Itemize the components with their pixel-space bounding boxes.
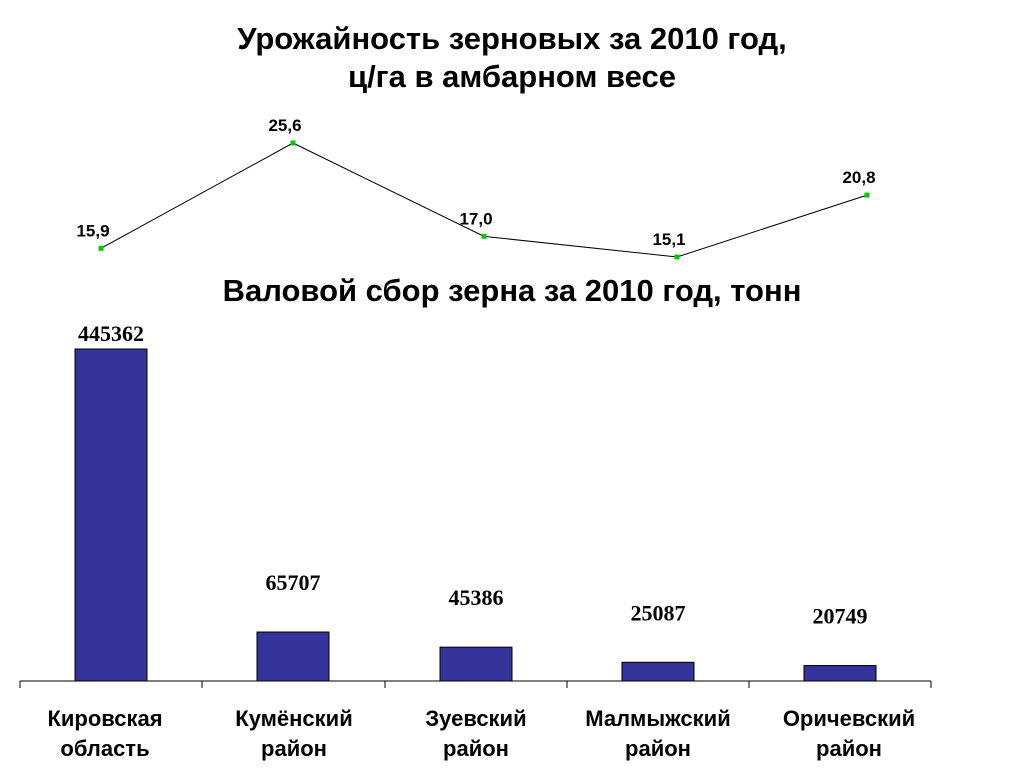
category-label-kirov: Кировская область [14, 704, 196, 764]
yield-data-label: 15,1 [652, 230, 685, 249]
yield-data-label: 15,9 [76, 221, 109, 240]
category-label-line: Зуевский [425, 706, 527, 731]
yield-line-chart: 15,9 25,6 17,0 15,1 20,8 [76, 116, 876, 260]
category-label-line: Кумёнский [235, 706, 353, 731]
harvest-data-label: 445362 [78, 321, 144, 346]
yield-data-label: 20,8 [842, 168, 875, 187]
harvest-data-label: 25087 [631, 600, 686, 625]
yield-point [864, 192, 870, 198]
harvest-data-label: 45386 [449, 585, 504, 610]
harvest-bar [256, 631, 330, 682]
category-label-orichi: Оричевский район [758, 704, 940, 764]
yield-data-label: 25,6 [268, 116, 301, 135]
yield-data-label: 17,0 [459, 209, 492, 228]
bar-chart-title: Валовой сбор зерна за 2010 год, тонн [222, 273, 802, 308]
category-label-line: Оричевский [782, 706, 916, 731]
yield-series-line [100, 142, 868, 258]
category-label-line: Кировская [47, 706, 163, 731]
harvest-bar-chart: 445362 65707 45386 25087 20749 [19, 321, 932, 688]
harvest-bar [803, 665, 877, 682]
harvest-bar [621, 661, 695, 682]
harvest-bar [439, 646, 513, 682]
yield-point [290, 140, 296, 146]
harvest-data-label: 65707 [266, 570, 321, 595]
category-label-line: район [443, 736, 509, 761]
harvest-data-label: 20749 [813, 604, 868, 629]
category-label-line: район [261, 736, 327, 761]
yield-point [674, 254, 680, 260]
harvest-bar [74, 348, 148, 682]
category-label-kumeny: Кумёнский район [203, 704, 385, 764]
line-chart-title-line1: Урожайность зерновых за 2010 год, [237, 21, 787, 56]
category-label-zuevka: Зуевский район [385, 704, 567, 764]
category-label-malmyzh: Малмыжский район [567, 704, 749, 764]
line-chart-title: Урожайность зерновых за 2010 год, ц/га в… [0, 20, 1024, 96]
category-label-line: район [625, 736, 691, 761]
yield-point [481, 233, 487, 239]
category-label-line: Малмыжский [585, 706, 731, 731]
line-chart-title-line2: ц/га в амбарном весе [348, 59, 676, 94]
yield-point [98, 245, 104, 251]
category-label-line: район [816, 736, 882, 761]
category-label-line: область [60, 736, 150, 761]
